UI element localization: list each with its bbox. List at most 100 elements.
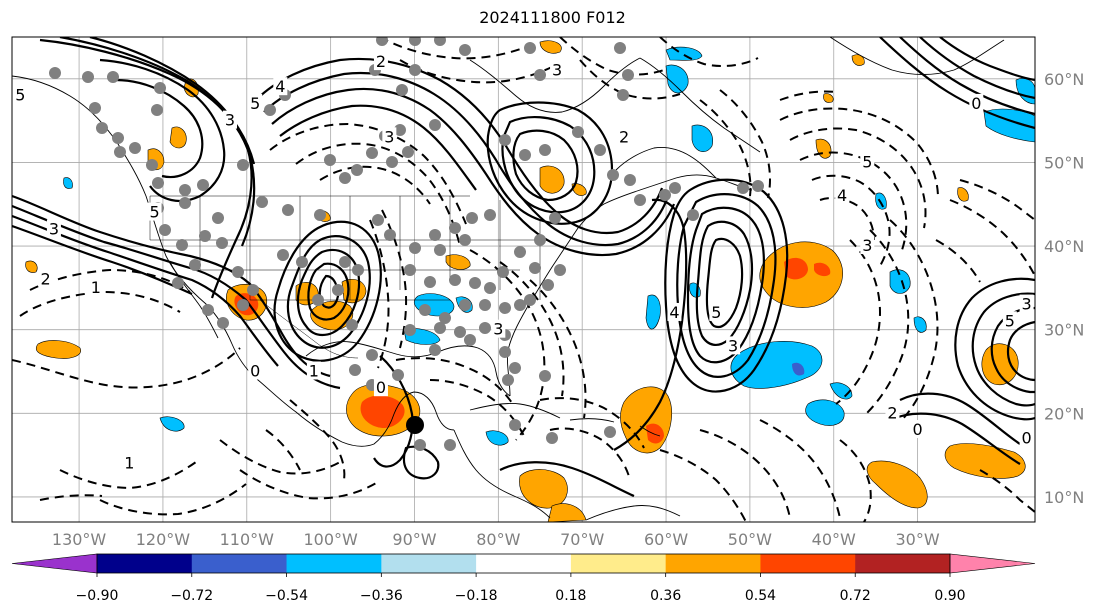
shaded-area (665, 46, 703, 61)
contour-line (395, 357, 515, 407)
grey-dot (366, 147, 378, 159)
longitude-label: 110°W (220, 530, 275, 549)
contour-line (99, 483, 247, 516)
grey-dot (737, 182, 749, 194)
contour-line (659, 37, 759, 67)
contour-line (239, 469, 379, 500)
contour-layer (12, 37, 1035, 522)
grey-dot (237, 159, 249, 171)
shaded-area (691, 124, 713, 152)
grey-dot (687, 209, 699, 221)
grey-dot (502, 374, 514, 386)
grey-dot (351, 164, 363, 176)
contour-line (39, 494, 103, 501)
grey-dot (659, 189, 671, 201)
contour-line (379, 37, 535, 60)
contour-label: 2 (376, 52, 386, 71)
contour-label-bg (1002, 311, 1017, 330)
colorbar-tick-label: 0.72 (840, 588, 871, 604)
contour-label: 0 (376, 378, 386, 397)
grey-dot (212, 212, 224, 224)
latitude-label: 40°N (1044, 237, 1084, 256)
colorbar-segment (286, 554, 382, 573)
contour-line (381, 209, 408, 349)
grey-dot (594, 144, 606, 156)
contour-line (12, 194, 331, 378)
contour-line (539, 397, 645, 449)
grey-dot (429, 229, 441, 241)
grey-dot (114, 146, 126, 158)
contour-label: 2 (619, 127, 629, 146)
contour-line (318, 274, 340, 309)
contour-label-bg (885, 403, 900, 422)
latitude-label: 20°N (1044, 404, 1084, 423)
contour-label-bg (223, 110, 238, 129)
grey-dot (159, 224, 171, 236)
contour-label-bg (709, 302, 724, 321)
grey-dot (409, 242, 421, 254)
contour-line (501, 115, 596, 214)
grey-dot (519, 149, 531, 161)
grey-dot (189, 259, 201, 271)
shaded-area (805, 399, 845, 426)
grey-dot (539, 370, 551, 382)
grey-dot (394, 124, 406, 136)
grey-dot (614, 42, 626, 54)
grey-dot (339, 172, 351, 184)
shaded-area (889, 269, 911, 294)
contour-line (899, 37, 1035, 116)
colorbar-segment (665, 554, 761, 573)
contour-label-bg (38, 269, 53, 288)
grey-dot (414, 439, 426, 451)
grey-dot (282, 204, 294, 216)
grey-dot (112, 132, 124, 144)
grey-dot (154, 82, 166, 94)
contour-label: 3 (49, 219, 59, 238)
contour-label-bg (382, 127, 397, 146)
contour-label: 5 (711, 303, 721, 322)
grey-dot (454, 326, 466, 338)
grey-dot (409, 64, 421, 76)
contour-line (271, 87, 676, 257)
grey-dot (484, 282, 496, 294)
colorbar-tick-label: 0.36 (650, 588, 681, 604)
contour-line (512, 129, 579, 202)
contour-label: 1 (124, 453, 134, 472)
contour-line (499, 261, 565, 397)
shaded-area (730, 341, 823, 389)
contour-label-bg (860, 236, 875, 255)
colorbar-extend-max (949, 553, 1036, 574)
grey-dot (752, 180, 764, 192)
longitude-label: 80°W (476, 530, 520, 549)
grey-dot (509, 362, 521, 374)
colorbar-frame (96, 553, 951, 574)
shaded-area (341, 279, 367, 304)
contour-label: 3 (1022, 295, 1032, 314)
longitude-label: 130°W (52, 530, 107, 549)
grey-dot (96, 122, 108, 134)
contour-label-bg (373, 52, 388, 71)
contour-label-bg (122, 453, 137, 472)
grey-dot (396, 84, 408, 96)
grey-dot (349, 364, 361, 376)
grey-dot (151, 104, 163, 116)
contour-line (12, 347, 241, 389)
contour-label: 0 (913, 420, 923, 439)
contour-label: 5 (1005, 311, 1015, 330)
shaded-area (25, 260, 38, 273)
contour-label: 0 (971, 94, 981, 113)
colorbar-tick-label: 0.90 (934, 588, 965, 604)
latitude-label: 30°N (1044, 321, 1084, 340)
contour-label: 1 (309, 361, 319, 380)
grey-dot (434, 322, 446, 334)
shaded-area (983, 108, 1035, 143)
longitude-label: 100°W (303, 530, 358, 549)
map-frame (11, 36, 1036, 523)
contour-label: 3 (728, 336, 738, 355)
grey-dot (484, 209, 496, 221)
contour-line (835, 239, 881, 405)
shaded-area (851, 54, 865, 66)
contour-label: 5 (149, 203, 159, 222)
grey-dot (217, 317, 229, 329)
